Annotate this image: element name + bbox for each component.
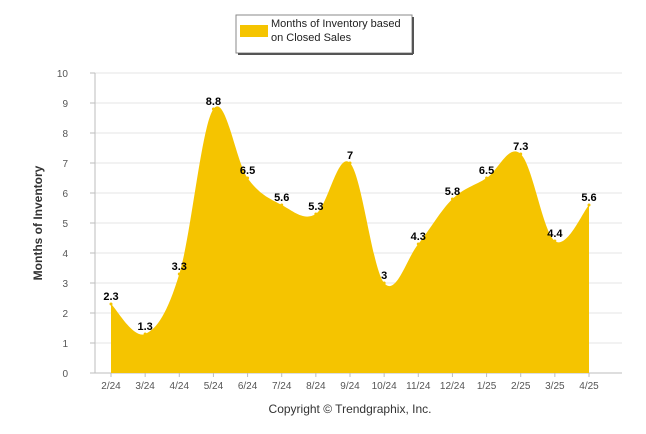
data-point <box>382 281 386 285</box>
x-tick-label: 9/24 <box>340 381 360 392</box>
data-point <box>553 239 557 243</box>
series-area <box>111 106 589 374</box>
data-label: 7.3 <box>513 141 528 153</box>
data-point <box>485 176 489 180</box>
y-tick-label: 5 <box>62 219 68 230</box>
y-tick-label: 6 <box>62 189 68 200</box>
legend-swatch <box>240 25 268 37</box>
x-tick-label: 5/24 <box>204 381 224 392</box>
data-label: 5.6 <box>274 192 289 204</box>
data-label: 8.8 <box>206 96 221 108</box>
legend: Months of Inventory based on Closed Sale… <box>235 14 414 55</box>
y-tick-label: 7 <box>62 159 68 170</box>
data-point <box>587 203 591 207</box>
y-tick-label: 9 <box>62 99 68 110</box>
x-axis-ticks: 2/24 3/24 4/24 5/24 6/24 7/24 8/24 9/24 10/24 11/… <box>101 373 599 392</box>
x-tick-label: 6/24 <box>238 381 258 392</box>
data-point <box>211 107 215 111</box>
x-tick-label: 2/24 <box>101 381 121 392</box>
y-tick-label: 0 <box>62 369 68 380</box>
data-point <box>177 272 181 276</box>
data-label: 5.3 <box>308 201 323 213</box>
x-tick-label: 11/24 <box>406 381 431 392</box>
data-label: 6.5 <box>240 165 255 177</box>
data-point <box>109 302 113 306</box>
y-axis-ticks: 0 1 2 3 4 5 6 7 8 9 10 <box>57 69 69 380</box>
data-labels: 2.3 1.3 3.3 8.8 6.5 5.6 5.3 7 3 4.3 5.8 6.5 7.3 4.4 5.… <box>103 96 596 333</box>
data-label: 3.3 <box>172 261 187 273</box>
data-point <box>348 161 352 165</box>
x-tick-label: 12/24 <box>440 381 465 392</box>
copyright-footer: Copyright © Trendgraphix, Inc. <box>269 402 432 416</box>
y-tick-label: 4 <box>62 249 68 260</box>
y-tick-label: 3 <box>62 279 68 290</box>
y-tick-label: 10 <box>57 69 69 80</box>
data-label: 4.3 <box>411 231 426 243</box>
data-point <box>314 212 318 216</box>
data-label: 3 <box>381 270 387 282</box>
x-tick-label: 8/24 <box>306 381 326 392</box>
x-tick-label: 3/25 <box>545 381 565 392</box>
data-label: 5.8 <box>445 186 460 198</box>
y-tick-label: 8 <box>62 129 68 140</box>
data-label: 5.6 <box>581 192 596 204</box>
y-tick-label: 1 <box>62 339 68 350</box>
x-tick-label: 10/24 <box>372 381 397 392</box>
x-tick-label: 3/24 <box>135 381 155 392</box>
x-tick-label: 4/24 <box>170 381 190 392</box>
plot-area <box>109 106 591 374</box>
data-point <box>246 176 250 180</box>
x-tick-label: 1/25 <box>477 381 497 392</box>
legend-label-line-1: Months of Inventory based <box>271 18 401 30</box>
data-label: 4.4 <box>547 228 563 240</box>
x-tick-label: 2/25 <box>511 381 531 392</box>
data-point <box>519 152 523 156</box>
data-point <box>450 197 454 201</box>
data-label: 1.3 <box>137 321 152 333</box>
x-tick-label: 7/24 <box>272 381 292 392</box>
y-axis-title: Months of Inventory <box>31 165 45 280</box>
data-label: 7 <box>347 150 353 162</box>
data-point <box>416 242 420 246</box>
data-point <box>280 203 284 207</box>
x-tick-label: 4/25 <box>579 381 599 392</box>
legend-label-line-2: on Closed Sales <box>271 32 352 44</box>
y-tick-label: 2 <box>62 309 68 320</box>
data-label: 2.3 <box>103 291 118 303</box>
data-label: 6.5 <box>479 165 494 177</box>
data-point <box>143 332 147 336</box>
